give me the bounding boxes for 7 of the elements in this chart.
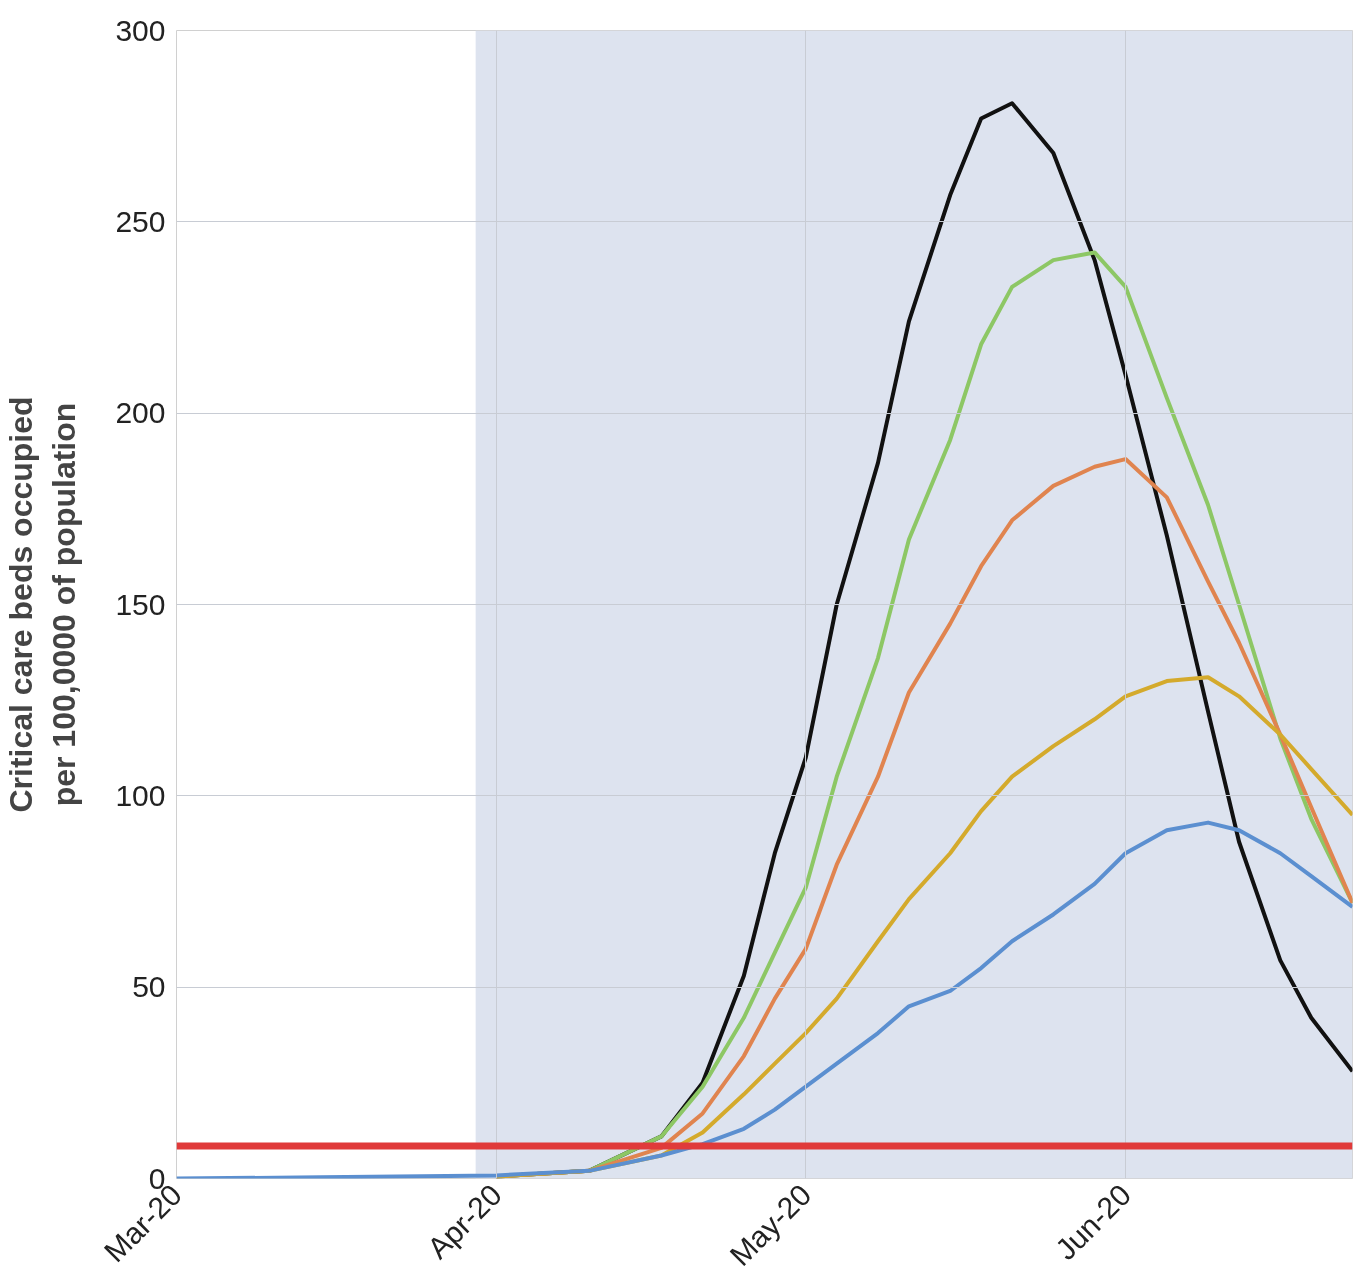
y-tick-label: 150 — [115, 587, 166, 621]
y-axis-title: Critical care beds occupied per 100,0000 of population — [3, 396, 83, 813]
y-tick-label: 100 — [115, 778, 166, 812]
y-tick-label: 300 — [115, 13, 166, 47]
y-tick-label: 250 — [115, 204, 166, 238]
y-tick-label: 50 — [132, 970, 166, 1004]
y-tick-label: 200 — [115, 396, 166, 430]
